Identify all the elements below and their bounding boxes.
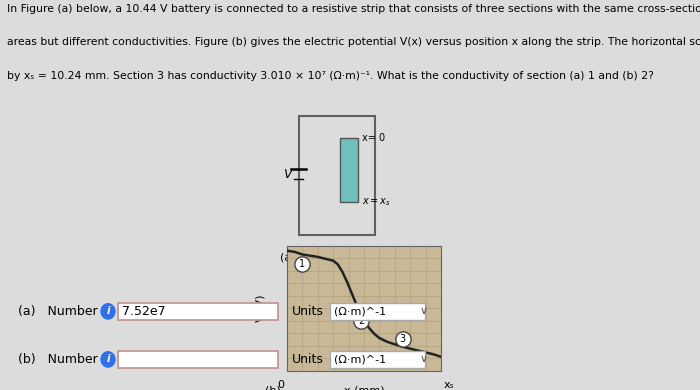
- Text: areas but different conductivities. Figure (b) gives the electric potential V(x): areas but different conductivities. Figu…: [7, 37, 700, 47]
- Text: (a): (a): [280, 252, 295, 262]
- Text: V: V: [283, 168, 291, 181]
- Text: In Figure (a) below, a 10.44 V battery is connected to a resistive strip that co: In Figure (a) below, a 10.44 V battery i…: [7, 4, 700, 14]
- Text: x (mm): x (mm): [344, 385, 384, 390]
- Text: 3: 3: [400, 334, 405, 344]
- Circle shape: [101, 352, 115, 367]
- Bar: [118, 303, 278, 320]
- Text: x= 0: x= 0: [362, 133, 385, 144]
- Text: V (V): V (V): [256, 294, 265, 322]
- Polygon shape: [340, 138, 358, 202]
- Text: $x= x_s$: $x= x_s$: [362, 196, 391, 208]
- Text: 2: 2: [358, 316, 364, 326]
- Text: (b)   Number: (b) Number: [18, 353, 98, 366]
- Bar: [330, 303, 425, 320]
- Text: by xₛ = 10.24 mm. Section 3 has conductivity 3.010 × 10⁷ (Ω·m)⁻¹. What is the co: by xₛ = 10.24 mm. Section 3 has conducti…: [7, 71, 654, 81]
- Text: 0: 0: [277, 381, 284, 390]
- Text: ∨: ∨: [420, 307, 428, 316]
- Text: (Ω·m)^-1: (Ω·m)^-1: [334, 355, 386, 364]
- Text: (b): (b): [265, 385, 281, 390]
- Text: ∨: ∨: [420, 355, 428, 364]
- Text: i: i: [106, 355, 110, 364]
- Text: i: i: [106, 307, 110, 316]
- Text: (Ω·m)^-1: (Ω·m)^-1: [334, 307, 386, 316]
- Text: (a)   Number: (a) Number: [18, 305, 97, 318]
- Bar: [330, 351, 425, 368]
- Text: 7.52e7: 7.52e7: [122, 305, 166, 318]
- Text: Units: Units: [292, 305, 324, 318]
- Circle shape: [101, 304, 115, 319]
- Bar: [118, 351, 278, 368]
- Text: Units: Units: [292, 353, 324, 366]
- Text: 1: 1: [300, 259, 305, 269]
- Text: xₛ: xₛ: [443, 381, 454, 390]
